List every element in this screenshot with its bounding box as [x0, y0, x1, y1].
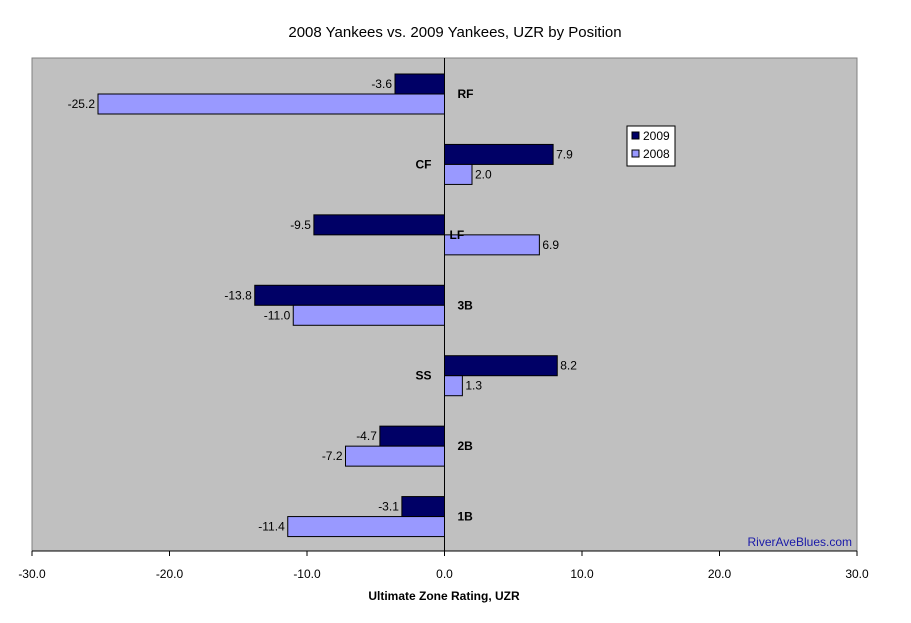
bar-ss-2009 — [444, 355, 558, 377]
x-tick-label: 0.0 — [436, 567, 453, 581]
bar-cf-2009 — [444, 143, 554, 165]
category-label-3b: 3B — [458, 298, 474, 312]
category-label-lf: LF — [450, 228, 465, 242]
bar-rf-2009 — [394, 73, 445, 95]
bar-1b-2008 — [287, 516, 445, 538]
bar-cf-2008 — [444, 163, 473, 185]
value-label-lf-2008: 6.9 — [542, 238, 559, 252]
x-tick-label: -20.0 — [156, 567, 184, 581]
value-label-1b-2008: -11.4 — [258, 520, 285, 534]
category-label-ss: SS — [415, 369, 431, 383]
bar-1b-2009 — [401, 496, 445, 518]
value-label-1b-2009: -3.1 — [378, 500, 399, 514]
labels-layer: -3.6 -25.2 RF 7.9 2.0 CF -9.5 6.9 LF -13.8 -11.0 3B… — [68, 77, 578, 534]
bar-ss-2008 — [444, 375, 463, 397]
bar-rf-2008 — [97, 93, 445, 115]
x-tick-label: -30.0 — [18, 567, 46, 581]
x-axis: -30.0 -20.0 -10.0 0.0 10.0 20.0 30.0 — [18, 58, 869, 581]
value-label-rf-2008: -25.2 — [68, 97, 96, 111]
x-tick-label: -10.0 — [293, 567, 321, 581]
watermark-text: RiverAveBlues.com — [748, 535, 852, 549]
x-axis-title: Ultimate Zone Rating, UZR — [368, 589, 520, 603]
x-tick-label: 20.0 — [708, 567, 732, 581]
value-label-3b-2008: -11.0 — [264, 308, 291, 322]
legend-swatch-2008 — [631, 149, 640, 158]
category-label-1b: 1B — [458, 510, 474, 524]
value-label-3b-2009: -13.8 — [224, 288, 252, 302]
bar-3b-2009 — [254, 284, 445, 306]
value-label-rf-2009: -3.6 — [371, 77, 392, 91]
category-label-2b: 2B — [458, 439, 474, 453]
value-label-cf-2009: 7.9 — [556, 147, 573, 161]
bar-2b-2009 — [379, 425, 445, 447]
bar-3b-2008 — [292, 304, 445, 326]
legend-label-2008: 2008 — [643, 147, 670, 161]
legend-swatch-2009 — [631, 131, 640, 140]
category-label-cf: CF — [416, 157, 432, 171]
value-label-2b-2008: -7.2 — [322, 449, 343, 463]
value-label-ss-2009: 8.2 — [560, 359, 577, 373]
value-label-cf-2008: 2.0 — [475, 167, 492, 181]
legend: 2009 2008 — [626, 125, 676, 167]
x-tick-label: 10.0 — [570, 567, 594, 581]
value-label-ss-2008: 1.3 — [465, 379, 482, 393]
value-label-2b-2009: -4.7 — [356, 429, 377, 443]
bar-2b-2008 — [345, 445, 445, 467]
legend-label-2009: 2009 — [643, 129, 670, 143]
bar-lf-2009 — [313, 214, 445, 236]
category-label-rf: RF — [458, 87, 474, 101]
value-label-lf-2009: -9.5 — [290, 218, 311, 232]
chart-title: 2008 Yankees vs. 2009 Yankees, UZR by Po… — [288, 24, 621, 41]
bars-layer — [97, 73, 558, 538]
x-tick-label: 30.0 — [845, 567, 869, 581]
